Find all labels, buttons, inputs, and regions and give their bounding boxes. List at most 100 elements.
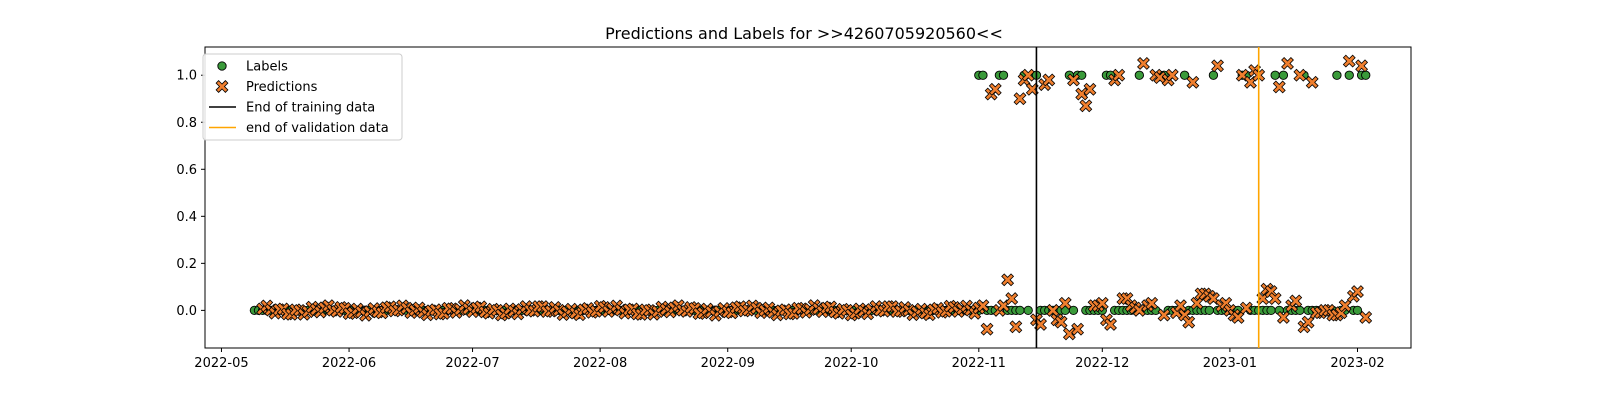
x-tick-label: 2022-10	[824, 356, 878, 371]
prediction-marker-fill	[1290, 295, 1302, 307]
prediction-point	[1174, 299, 1187, 313]
prediction-point	[1083, 82, 1097, 96]
label-point	[978, 70, 988, 80]
chart-title: Predictions and Labels for >>42607059205…	[605, 24, 1003, 43]
prediction-marker-fill	[1084, 84, 1096, 95]
plot-area: 0.0 0.2 0.4 0.6 0.8 1.0 2022-05 2022-06 2022-07 2…	[176, 46, 1412, 371]
prediction-point	[980, 322, 994, 336]
prediction-point	[1305, 75, 1319, 89]
prediction-point	[1281, 57, 1294, 70]
x-tick-label: 2022-07	[445, 356, 499, 371]
prediction-marker-fill	[989, 84, 1001, 95]
prediction-point	[1165, 68, 1179, 82]
legend-box	[202, 53, 403, 141]
label-point	[1208, 70, 1219, 80]
plot-frame	[204, 46, 1412, 349]
prediction-marker-fill	[1158, 309, 1170, 321]
x-tick-label: 2022-05	[194, 356, 248, 371]
prediction-marker-fill	[1146, 298, 1157, 309]
prediction-point	[976, 299, 990, 313]
prediction-marker-fill	[1302, 316, 1314, 328]
label-point	[998, 70, 1009, 80]
prediction-point	[1231, 310, 1245, 324]
prediction-point	[1112, 68, 1126, 82]
prediction-point	[1206, 292, 1220, 306]
prediction-marker-fill	[1273, 81, 1285, 93]
prediction-point	[1104, 318, 1117, 331]
prediction-marker-fill	[1356, 60, 1367, 72]
label-point	[1204, 305, 1214, 316]
prediction-marker-fill	[1175, 300, 1186, 311]
prediction-point	[1071, 322, 1085, 336]
prediction-point	[1244, 75, 1257, 89]
y-tick-label: 0.6	[176, 163, 197, 178]
prediction-marker-fill	[1055, 316, 1067, 328]
prediction-point	[1095, 296, 1109, 310]
prediction-point	[1075, 87, 1089, 101]
prediction-marker-fill	[1343, 55, 1355, 67]
prediction-marker-fill	[1138, 58, 1149, 69]
prediction-point	[1256, 292, 1270, 306]
prediction-marker-fill	[1183, 316, 1195, 328]
x-tick-label: 2022-06	[322, 356, 376, 371]
prediction-point	[1054, 315, 1068, 329]
legend-entry-label: Predictions	[246, 80, 318, 95]
legend-entry-label: End of training data	[246, 101, 375, 116]
prediction-marker-fill	[1064, 328, 1075, 340]
x-tick-label: 2022-08	[573, 356, 627, 371]
prediction-point	[997, 299, 1010, 313]
label-point	[1278, 70, 1289, 80]
prediction-marker-fill	[1080, 100, 1092, 112]
prediction-marker-fill	[981, 323, 993, 335]
prediction-point	[1001, 273, 1015, 287]
prediction-marker-fill	[1043, 74, 1055, 86]
prediction-marker-fill	[1212, 60, 1223, 72]
prediction-point	[1042, 73, 1056, 87]
prediction-point	[1351, 285, 1364, 299]
prediction-point	[1355, 59, 1369, 73]
prediction-point	[988, 82, 1002, 96]
prediction-marker-fill	[1241, 302, 1252, 314]
label-point	[1344, 70, 1354, 80]
legend-marker-fill	[216, 81, 228, 92]
prediction-marker-fill	[1360, 312, 1372, 323]
legend-entry-label: end of validation data	[246, 121, 389, 136]
prediction-marker-fill	[998, 300, 1009, 311]
prediction-point	[1062, 327, 1076, 341]
prediction-marker-fill	[1245, 76, 1256, 88]
label-point	[1332, 70, 1342, 80]
x-tick-label: 2022-09	[701, 356, 755, 371]
prediction-marker-fill	[1059, 298, 1071, 309]
prediction-point	[1190, 296, 1204, 310]
prediction-marker-fill	[1027, 84, 1038, 95]
y-tick-label: 0.4	[176, 210, 197, 225]
prediction-marker-fill	[1236, 69, 1248, 81]
prediction-point	[1342, 54, 1356, 68]
y-tick-label: 0.8	[176, 116, 197, 131]
prediction-point	[1211, 59, 1224, 73]
prediction-marker-fill	[1096, 298, 1108, 309]
prediction-marker-fill	[1113, 69, 1125, 81]
prediction-marker-fill	[1166, 69, 1178, 81]
prediction-point	[1025, 82, 1039, 96]
prediction-marker-fill	[1035, 319, 1046, 330]
x-tick-label: 2022-11	[952, 356, 1006, 371]
prediction-point	[1338, 299, 1352, 313]
prediction-point	[1235, 68, 1249, 82]
prediction-marker-fill	[1072, 323, 1083, 335]
prediction-marker-fill	[1191, 298, 1203, 309]
prediction-point	[1268, 292, 1282, 306]
prediction-point	[1145, 296, 1159, 310]
prediction-point	[1157, 308, 1171, 322]
prediction-point	[1005, 292, 1019, 306]
prediction-marker-fill	[1352, 286, 1363, 297]
legend: Labels Predictions End of training data end…	[202, 53, 403, 141]
prediction-marker-fill	[1208, 293, 1219, 304]
prediction-marker-fill	[1282, 58, 1293, 69]
label-point	[1068, 305, 1079, 316]
label-point	[1015, 305, 1025, 316]
prediction-point	[1034, 318, 1048, 331]
x-tick-label: 2022-12	[1075, 356, 1129, 371]
prediction-point	[1153, 71, 1167, 85]
